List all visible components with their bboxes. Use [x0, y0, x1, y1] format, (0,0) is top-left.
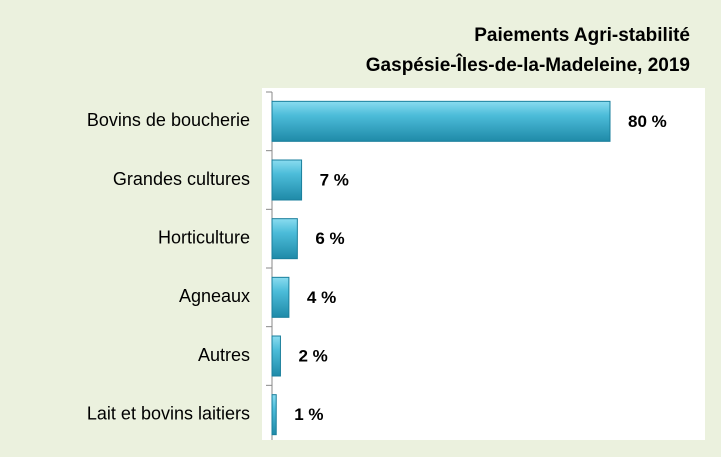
- data-label: 7 %: [320, 170, 349, 189]
- bar: [271, 394, 277, 436]
- data-label: 4 %: [307, 288, 336, 307]
- y-tick-label: Lait et bovins laitiers: [87, 403, 250, 423]
- y-tick-label: Autres: [198, 345, 250, 365]
- y-tick-label: Agneaux: [179, 286, 250, 306]
- data-label: 2 %: [298, 346, 327, 365]
- data-label: 1 %: [294, 405, 323, 424]
- y-tick-label: Grandes cultures: [113, 169, 250, 189]
- chart-title: Paiements Agri-stabilité: [474, 25, 690, 46]
- data-label: 80 %: [628, 112, 667, 131]
- bar: [271, 276, 290, 318]
- y-tick-label: Bovins de boucherie: [87, 110, 250, 130]
- bar: [271, 100, 611, 142]
- chart-subtitle: Gaspésie-Îles-de-la-Madeleine, 2019: [366, 54, 690, 76]
- y-tick-label: Horticulture: [158, 227, 250, 247]
- bar: [271, 218, 298, 260]
- bar: [271, 335, 281, 377]
- data-label: 6 %: [315, 229, 344, 248]
- bar: [271, 159, 303, 201]
- plot-area: [262, 88, 705, 440]
